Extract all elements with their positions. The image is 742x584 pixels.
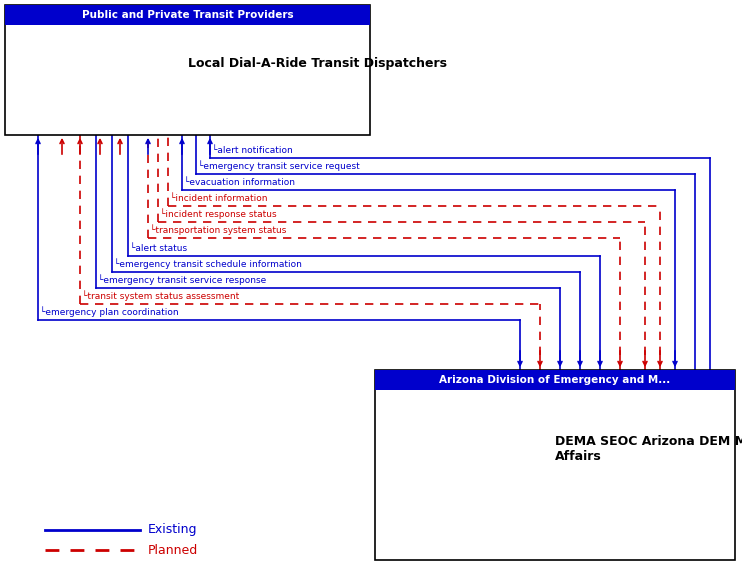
Bar	[375, 370, 735, 560]
Text: └transit system status assessment: └transit system status assessment	[82, 290, 239, 301]
Text: └emergency transit service request: └emergency transit service request	[198, 160, 360, 171]
Text: └evacuation information: └evacuation information	[184, 178, 295, 187]
Text: └incident information: └incident information	[170, 194, 268, 203]
Text: └emergency plan coordination: └emergency plan coordination	[40, 306, 179, 317]
Bar	[5, 5, 370, 135]
Text: Existing: Existing	[148, 523, 197, 537]
Text: └incident response status: └incident response status	[160, 208, 277, 219]
Text: DEMA SEOC Arizona DEM Military
Affairs: DEMA SEOC Arizona DEM Military Affairs	[555, 436, 742, 464]
Text: └alert notification: └alert notification	[212, 146, 293, 155]
Text: └emergency transit service response: └emergency transit service response	[98, 274, 266, 285]
Text: Arizona Division of Emergency and M...: Arizona Division of Emergency and M...	[439, 375, 671, 385]
Bar	[375, 370, 735, 390]
Text: └emergency transit schedule information: └emergency transit schedule information	[114, 258, 302, 269]
Text: Public and Private Transit Providers: Public and Private Transit Providers	[82, 10, 293, 20]
Text: └alert status: └alert status	[130, 244, 187, 253]
Text: └transportation system status: └transportation system status	[150, 224, 286, 235]
Bar	[5, 5, 370, 25]
Text: Planned: Planned	[148, 544, 198, 557]
Text: Local Dial-A-Ride Transit Dispatchers: Local Dial-A-Ride Transit Dispatchers	[188, 57, 447, 70]
